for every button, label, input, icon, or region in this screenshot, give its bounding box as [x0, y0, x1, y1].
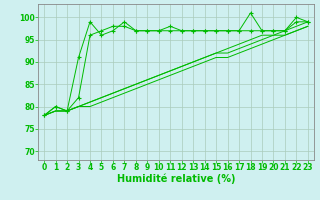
X-axis label: Humidité relative (%): Humidité relative (%) [117, 174, 235, 184]
